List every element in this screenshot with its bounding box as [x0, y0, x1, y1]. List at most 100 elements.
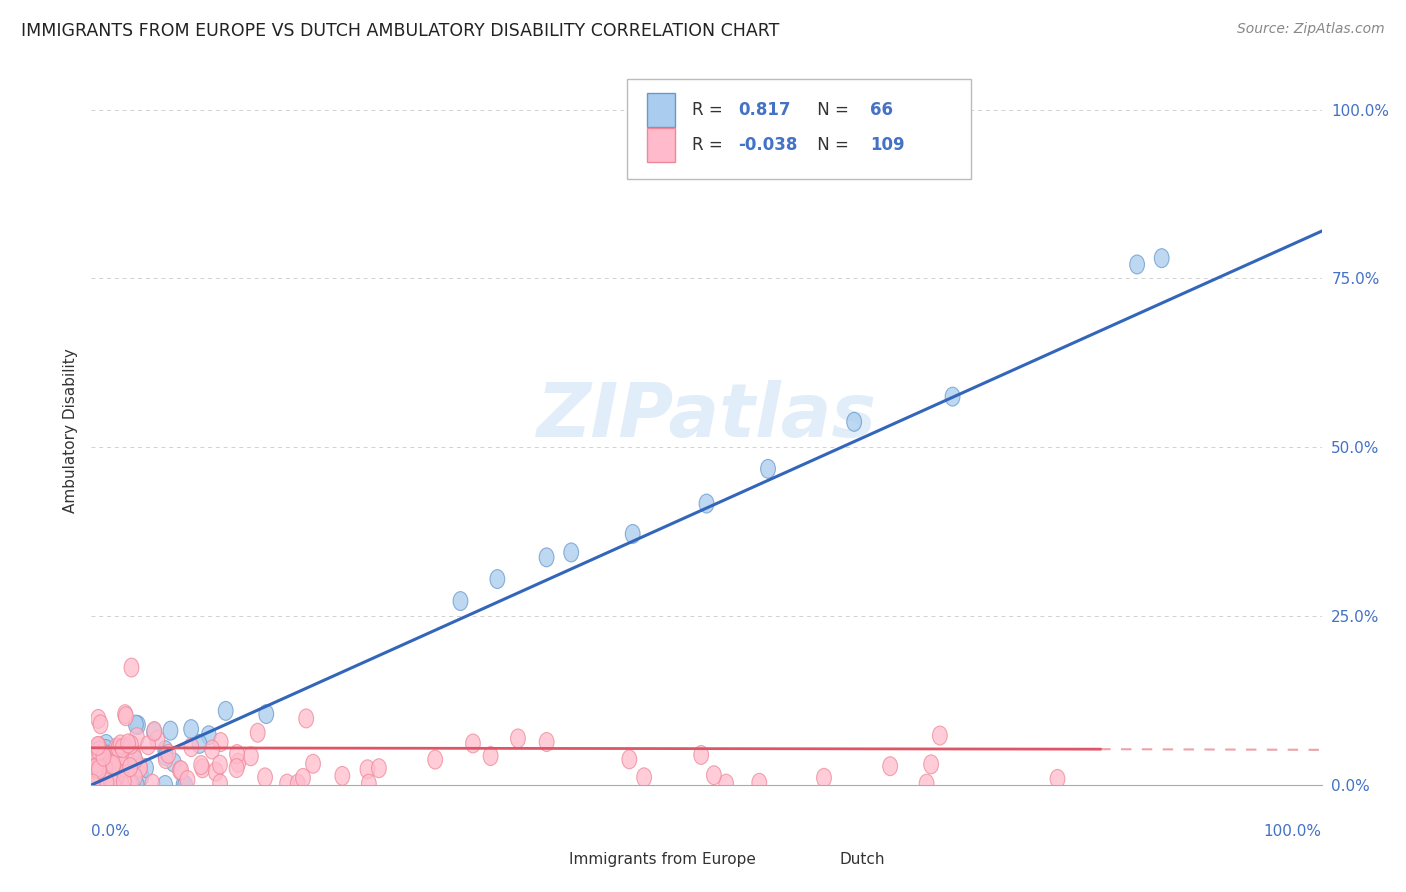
Ellipse shape [93, 714, 108, 734]
Ellipse shape [110, 738, 124, 756]
Ellipse shape [91, 758, 107, 777]
Ellipse shape [564, 543, 579, 562]
Ellipse shape [96, 747, 111, 766]
Ellipse shape [229, 745, 245, 764]
Ellipse shape [159, 747, 173, 765]
Ellipse shape [111, 747, 125, 766]
Ellipse shape [163, 721, 177, 740]
Ellipse shape [124, 756, 138, 774]
FancyBboxPatch shape [647, 93, 675, 127]
Ellipse shape [93, 747, 108, 766]
Ellipse shape [97, 760, 111, 779]
Ellipse shape [105, 748, 120, 768]
Ellipse shape [626, 524, 640, 543]
Text: IMMIGRANTS FROM EUROPE VS DUTCH AMBULATORY DISABILITY CORRELATION CHART: IMMIGRANTS FROM EUROPE VS DUTCH AMBULATO… [21, 22, 779, 40]
Ellipse shape [107, 771, 121, 789]
Ellipse shape [117, 775, 131, 795]
Ellipse shape [86, 753, 100, 772]
Ellipse shape [117, 772, 131, 790]
Ellipse shape [128, 715, 143, 734]
Ellipse shape [129, 728, 145, 747]
Ellipse shape [89, 758, 103, 777]
Text: 109: 109 [870, 136, 905, 154]
Ellipse shape [883, 756, 897, 776]
Ellipse shape [86, 773, 100, 793]
Ellipse shape [132, 757, 148, 776]
Ellipse shape [120, 766, 134, 786]
Text: 0.817: 0.817 [738, 101, 792, 119]
Ellipse shape [91, 770, 107, 789]
Ellipse shape [93, 767, 107, 786]
Ellipse shape [94, 746, 108, 765]
Ellipse shape [335, 766, 350, 785]
Ellipse shape [98, 734, 114, 754]
Ellipse shape [180, 771, 195, 789]
Ellipse shape [107, 757, 121, 776]
Ellipse shape [120, 759, 134, 778]
Ellipse shape [98, 745, 114, 764]
Ellipse shape [162, 745, 176, 764]
Ellipse shape [146, 722, 162, 740]
Ellipse shape [176, 775, 191, 794]
Ellipse shape [920, 774, 934, 793]
Ellipse shape [98, 739, 112, 758]
Ellipse shape [90, 759, 105, 779]
Ellipse shape [89, 774, 104, 793]
Ellipse shape [229, 758, 245, 778]
Ellipse shape [96, 752, 110, 771]
Ellipse shape [128, 750, 142, 769]
Ellipse shape [371, 759, 387, 778]
Ellipse shape [127, 746, 142, 765]
Ellipse shape [699, 494, 714, 513]
Ellipse shape [105, 757, 120, 776]
Ellipse shape [295, 769, 311, 788]
Ellipse shape [118, 747, 134, 766]
Ellipse shape [97, 764, 111, 782]
Ellipse shape [86, 775, 100, 795]
Ellipse shape [101, 764, 117, 782]
Ellipse shape [250, 723, 266, 742]
Ellipse shape [86, 774, 100, 793]
Ellipse shape [131, 715, 145, 734]
Ellipse shape [124, 658, 139, 677]
Ellipse shape [105, 753, 120, 772]
Ellipse shape [218, 701, 233, 721]
Ellipse shape [693, 746, 709, 764]
Ellipse shape [101, 757, 117, 777]
Ellipse shape [117, 746, 132, 765]
Ellipse shape [291, 774, 305, 793]
Ellipse shape [118, 766, 132, 785]
Ellipse shape [177, 775, 193, 795]
Text: R =: R = [692, 136, 728, 154]
Ellipse shape [91, 737, 107, 756]
Ellipse shape [205, 740, 219, 759]
Ellipse shape [157, 740, 173, 760]
Ellipse shape [105, 756, 121, 774]
Ellipse shape [118, 738, 132, 757]
Ellipse shape [105, 767, 120, 786]
Ellipse shape [540, 548, 554, 566]
FancyBboxPatch shape [647, 128, 675, 162]
Ellipse shape [201, 726, 217, 745]
Ellipse shape [932, 726, 948, 745]
Ellipse shape [90, 752, 104, 772]
Ellipse shape [86, 770, 101, 789]
Ellipse shape [184, 738, 198, 756]
Ellipse shape [101, 767, 115, 786]
Ellipse shape [112, 775, 127, 795]
Ellipse shape [124, 775, 138, 795]
Ellipse shape [174, 761, 188, 780]
Ellipse shape [134, 767, 149, 786]
Ellipse shape [212, 756, 228, 774]
Ellipse shape [97, 753, 112, 772]
Ellipse shape [484, 747, 498, 765]
Ellipse shape [360, 760, 375, 779]
Ellipse shape [1050, 770, 1064, 789]
Ellipse shape [108, 774, 122, 793]
Ellipse shape [115, 739, 129, 757]
Ellipse shape [194, 756, 208, 774]
Ellipse shape [98, 758, 112, 777]
FancyBboxPatch shape [793, 846, 827, 873]
Ellipse shape [184, 720, 198, 739]
Ellipse shape [706, 765, 721, 785]
